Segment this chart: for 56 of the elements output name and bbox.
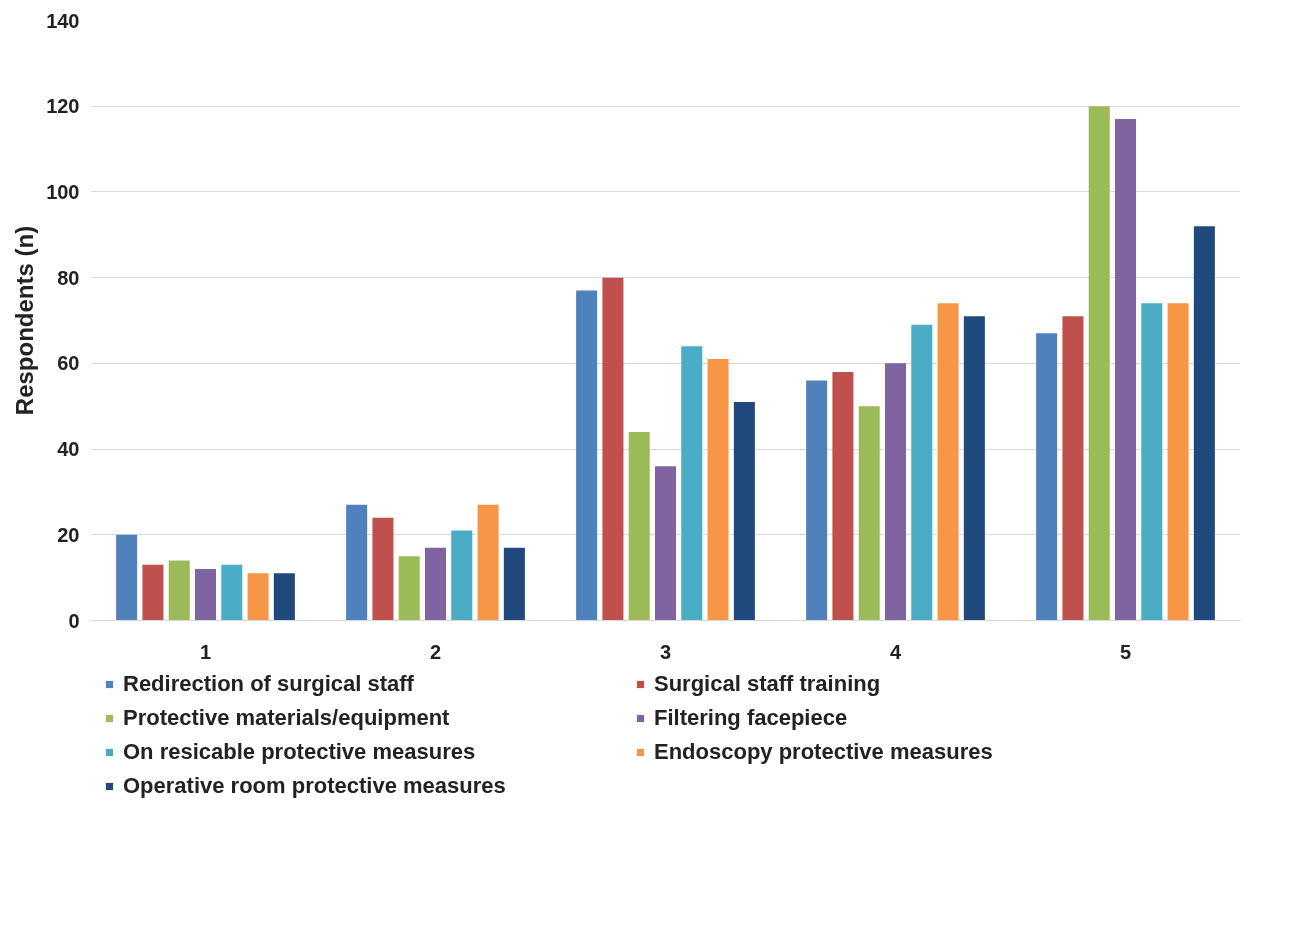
bar: [372, 517, 394, 621]
bar: [884, 363, 907, 621]
bar: [1141, 303, 1163, 621]
bar: [858, 406, 880, 621]
bar: [681, 346, 703, 621]
bar: [707, 359, 729, 621]
y-tick-label: 140: [46, 9, 80, 32]
legend-label: Filtering facepiece: [654, 705, 849, 731]
bar: [194, 569, 217, 621]
bar: [1088, 106, 1110, 621]
bar: [576, 290, 598, 621]
bar: [346, 504, 368, 621]
bar: [733, 401, 755, 621]
bar: [142, 564, 164, 621]
x-tick-label: 1: [199, 640, 212, 663]
bar: [503, 547, 525, 621]
legend-label: On resicable protective measures: [123, 739, 477, 765]
bar: [451, 530, 473, 621]
bar: [1193, 226, 1215, 621]
x-tick-label: 3: [659, 640, 672, 663]
bar: [1114, 119, 1137, 621]
y-tick-label: 0: [68, 609, 80, 632]
bar: [602, 277, 624, 621]
bar: [806, 380, 828, 621]
y-tick-label: 120: [46, 95, 80, 118]
bar: [221, 564, 243, 621]
bar: [1036, 333, 1058, 621]
x-tick-label: 2: [429, 640, 442, 663]
y-tick-label: 60: [57, 352, 80, 375]
bar: [116, 534, 138, 621]
y-tick-label: 80: [57, 266, 80, 289]
bar: [963, 316, 985, 621]
y-tick-label: 100: [46, 180, 80, 203]
bar: [273, 573, 295, 621]
bar: [168, 560, 190, 621]
bar: [628, 431, 650, 621]
bar: [247, 573, 269, 621]
bar: [1062, 316, 1084, 621]
x-tick-label: 5: [1119, 640, 1132, 663]
bar: [424, 547, 447, 621]
bar: [654, 466, 677, 621]
bar: [398, 556, 420, 621]
y-axis-title: Respondents (n): [11, 225, 39, 416]
bar: [937, 303, 959, 621]
legend-label: Redirection of surgical staff: [123, 671, 415, 697]
bar: [911, 324, 933, 621]
bar: [1167, 303, 1189, 621]
bar: [477, 504, 499, 621]
bar: [832, 371, 854, 621]
legend-label: Protective materials/equipment: [123, 705, 451, 731]
y-tick-label: 20: [57, 523, 80, 546]
legend-label: Surgical staff training: [654, 671, 882, 697]
legend-label: Endoscopy protective measures: [654, 739, 994, 765]
legend-label: Operative room protective measures: [123, 773, 507, 799]
y-tick-label: 40: [57, 438, 80, 461]
x-tick-label: 4: [889, 640, 902, 663]
